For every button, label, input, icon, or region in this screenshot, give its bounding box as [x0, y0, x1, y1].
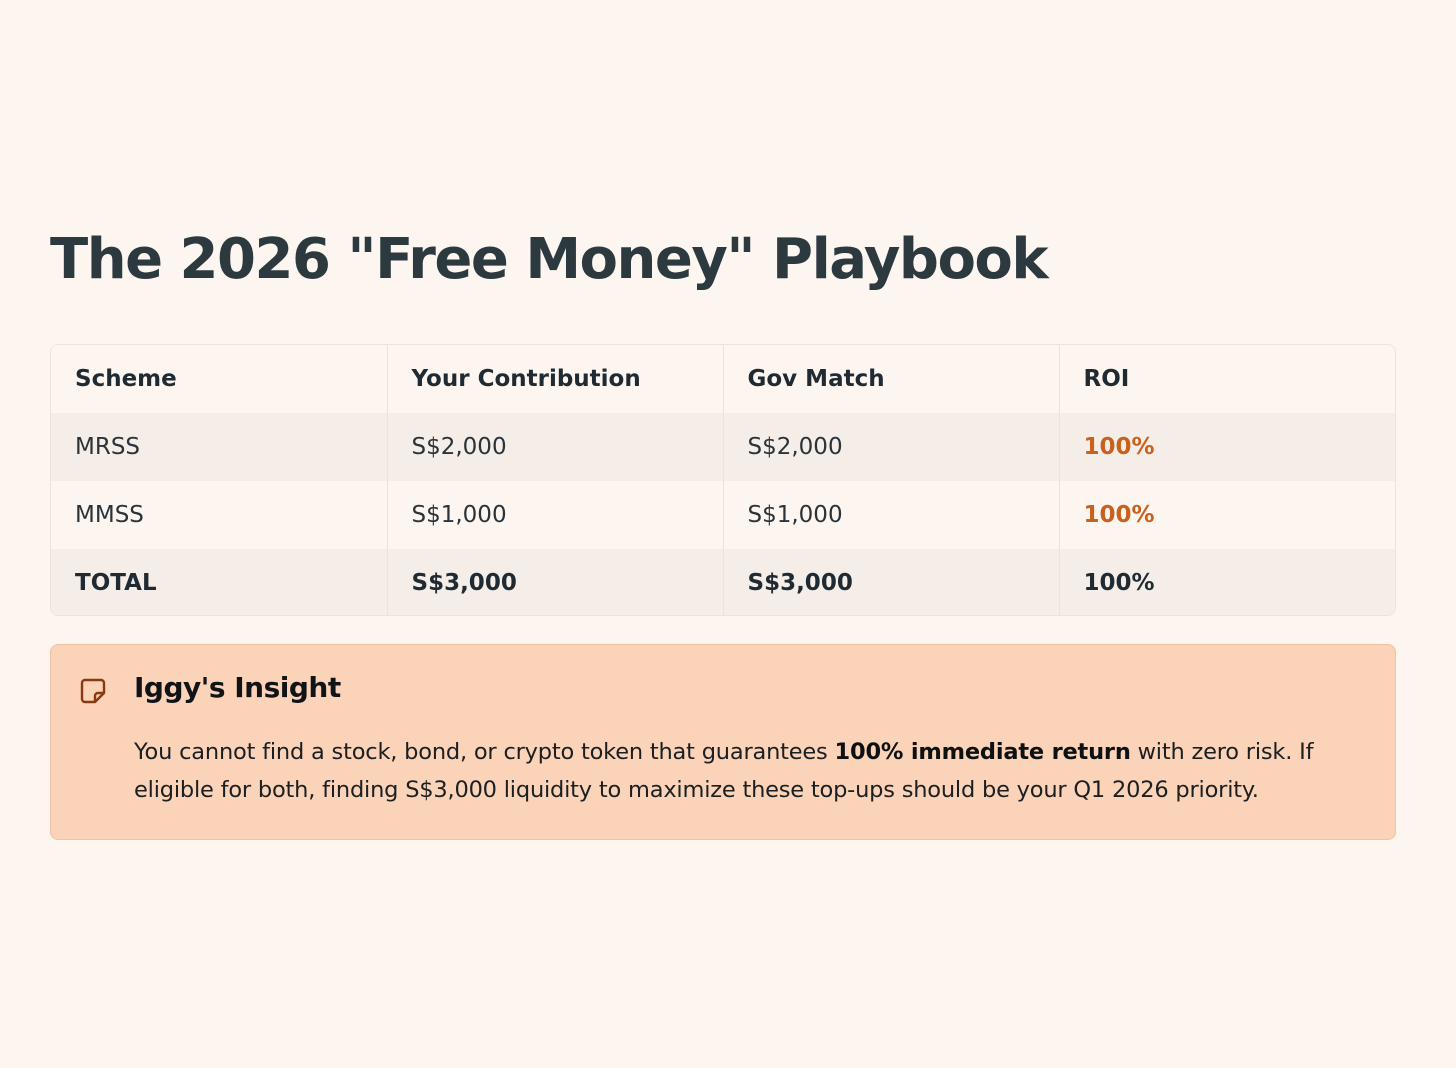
cell-roi: 100% [1059, 481, 1395, 549]
table-total-row: TOTAL S$3,000 S$3,000 100% [51, 549, 1395, 615]
total-contribution: S$3,000 [387, 549, 724, 615]
table-row: MRSS S$2,000 S$2,000 100% [51, 413, 1395, 481]
cell-contribution: S$1,000 [387, 481, 724, 549]
cell-scheme: MRSS [51, 413, 388, 481]
header-contribution: Your Contribution [387, 345, 724, 413]
header-scheme: Scheme [51, 345, 388, 413]
insight-text: You cannot find a stock, bond, or crypto… [134, 733, 1354, 809]
insight-title: Iggy's Insight [134, 671, 341, 704]
total-roi: 100% [1059, 549, 1395, 615]
cell-roi: 100% [1059, 413, 1395, 481]
insight-highlight: 100% immediate return [834, 739, 1131, 765]
cell-gov-match: S$2,000 [723, 413, 1060, 481]
sticky-note-icon [79, 677, 107, 705]
table-header-row: Scheme Your Contribution Gov Match ROI [51, 345, 1395, 413]
total-scheme: TOTAL [51, 549, 388, 615]
header-roi: ROI [1059, 345, 1395, 413]
header-gov-match: Gov Match [723, 345, 1060, 413]
insight-text-end: with zero risk. If eligible for both, fi… [134, 739, 1314, 803]
cell-gov-match: S$1,000 [723, 481, 1060, 549]
table-row: MMSS S$1,000 S$1,000 100% [51, 481, 1395, 549]
cell-contribution: S$2,000 [387, 413, 724, 481]
insight-text-start: You cannot find a stock, bond, or crypto… [134, 739, 835, 765]
total-gov-match: S$3,000 [723, 549, 1060, 615]
comparison-table: Scheme Your Contribution Gov Match ROI M… [50, 344, 1396, 616]
cell-scheme: MMSS [51, 481, 388, 549]
page-title: The 2026 "Free Money" Playbook [50, 227, 1049, 292]
insight-callout: Iggy's Insight You cannot find a stock, … [50, 644, 1396, 840]
